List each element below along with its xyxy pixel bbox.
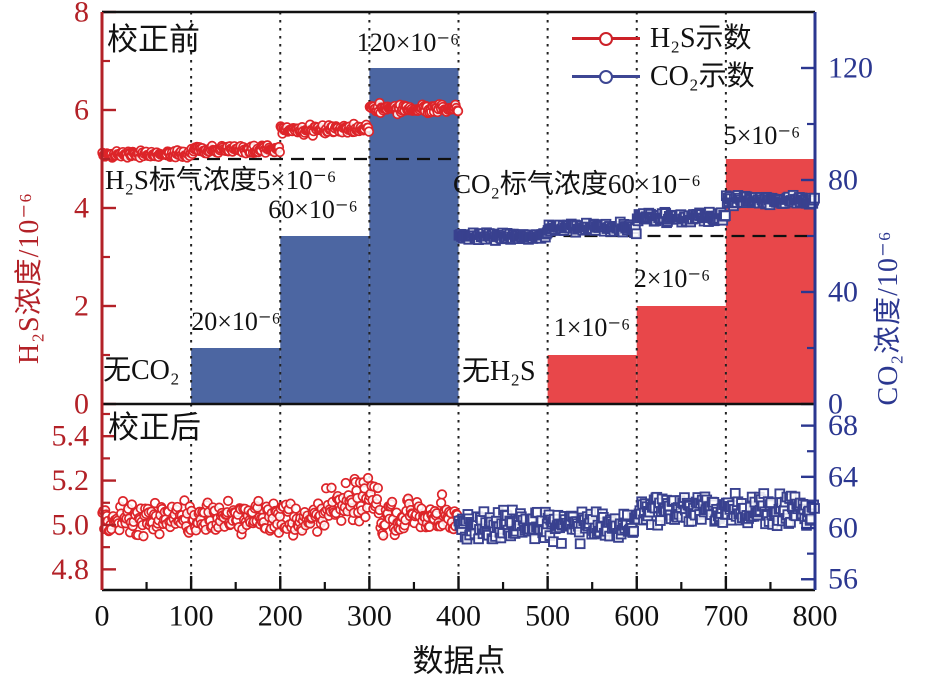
right-tick-label: 40 xyxy=(828,276,858,309)
h2s-point xyxy=(360,511,371,523)
h2s-point xyxy=(371,493,383,505)
right-tick-label: 80 xyxy=(828,164,858,197)
standard-gas-bar-CO2-120 xyxy=(369,68,459,404)
left-tick-label: 8 xyxy=(74,0,89,29)
standard-gas-bar-H2S-1 xyxy=(547,355,637,404)
h2s-point xyxy=(154,528,165,540)
h2s-point xyxy=(138,531,149,542)
standard-gas-bar-CO2-60 xyxy=(280,236,370,404)
x-tick-label: 700 xyxy=(703,600,748,633)
co2-point xyxy=(655,515,666,526)
x-tick-label: 200 xyxy=(258,600,303,633)
h2s-point xyxy=(319,520,330,531)
h2s-point xyxy=(290,503,301,514)
h2s-point xyxy=(372,482,383,494)
x-tick-label: 600 xyxy=(614,600,659,633)
left-tick-label: 0 xyxy=(74,388,89,421)
right-tick-label: 0 xyxy=(828,388,843,421)
co2-point xyxy=(556,538,567,549)
co2-point xyxy=(720,210,731,221)
h2s-point xyxy=(452,105,464,117)
h2s-point xyxy=(386,496,398,508)
x-tick-label: 100 xyxy=(169,600,214,633)
left-tick-label: 2 xyxy=(74,290,89,323)
right-tick-label: 68 xyxy=(828,409,858,442)
h2s-point xyxy=(378,530,389,541)
standard-gas-bar-H2S-2 xyxy=(636,306,726,404)
left-tick-label: 5.2 xyxy=(52,464,90,497)
h2s-point xyxy=(336,515,347,526)
h2s-point xyxy=(222,495,234,507)
x-tick-label: 300 xyxy=(347,600,392,633)
h2s-point xyxy=(340,477,351,489)
h2s-point xyxy=(326,482,337,493)
co2-point xyxy=(630,228,642,240)
h2s-point xyxy=(117,496,129,507)
right-tick-label: 60 xyxy=(828,512,858,545)
h2s-point xyxy=(253,495,264,507)
right-tick-label: 120 xyxy=(828,52,873,85)
h2s-point xyxy=(274,146,285,158)
x-tick-label: 800 xyxy=(793,600,838,633)
co2-point xyxy=(628,525,639,537)
left-tick-label: 6 xyxy=(74,94,89,127)
left-tick-label: 5.0 xyxy=(52,508,90,541)
x-tick-label: 400 xyxy=(436,600,481,633)
right-tick-label: 64 xyxy=(828,460,858,493)
co2-point xyxy=(574,538,586,550)
standard-gas-bar-CO2-20 xyxy=(191,348,281,404)
left-tick-label: 4 xyxy=(74,192,89,225)
h2s-point xyxy=(363,126,375,137)
x-tick-label: 500 xyxy=(525,600,570,633)
left-tick-label: 4.8 xyxy=(52,553,90,586)
h2s-point xyxy=(436,489,448,500)
h2s-point xyxy=(312,526,323,537)
right-tick-label: 56 xyxy=(828,563,858,596)
h2s-point xyxy=(126,499,138,510)
x-tick-label: 0 xyxy=(95,600,110,633)
left-tick-label: 5.4 xyxy=(52,420,90,453)
